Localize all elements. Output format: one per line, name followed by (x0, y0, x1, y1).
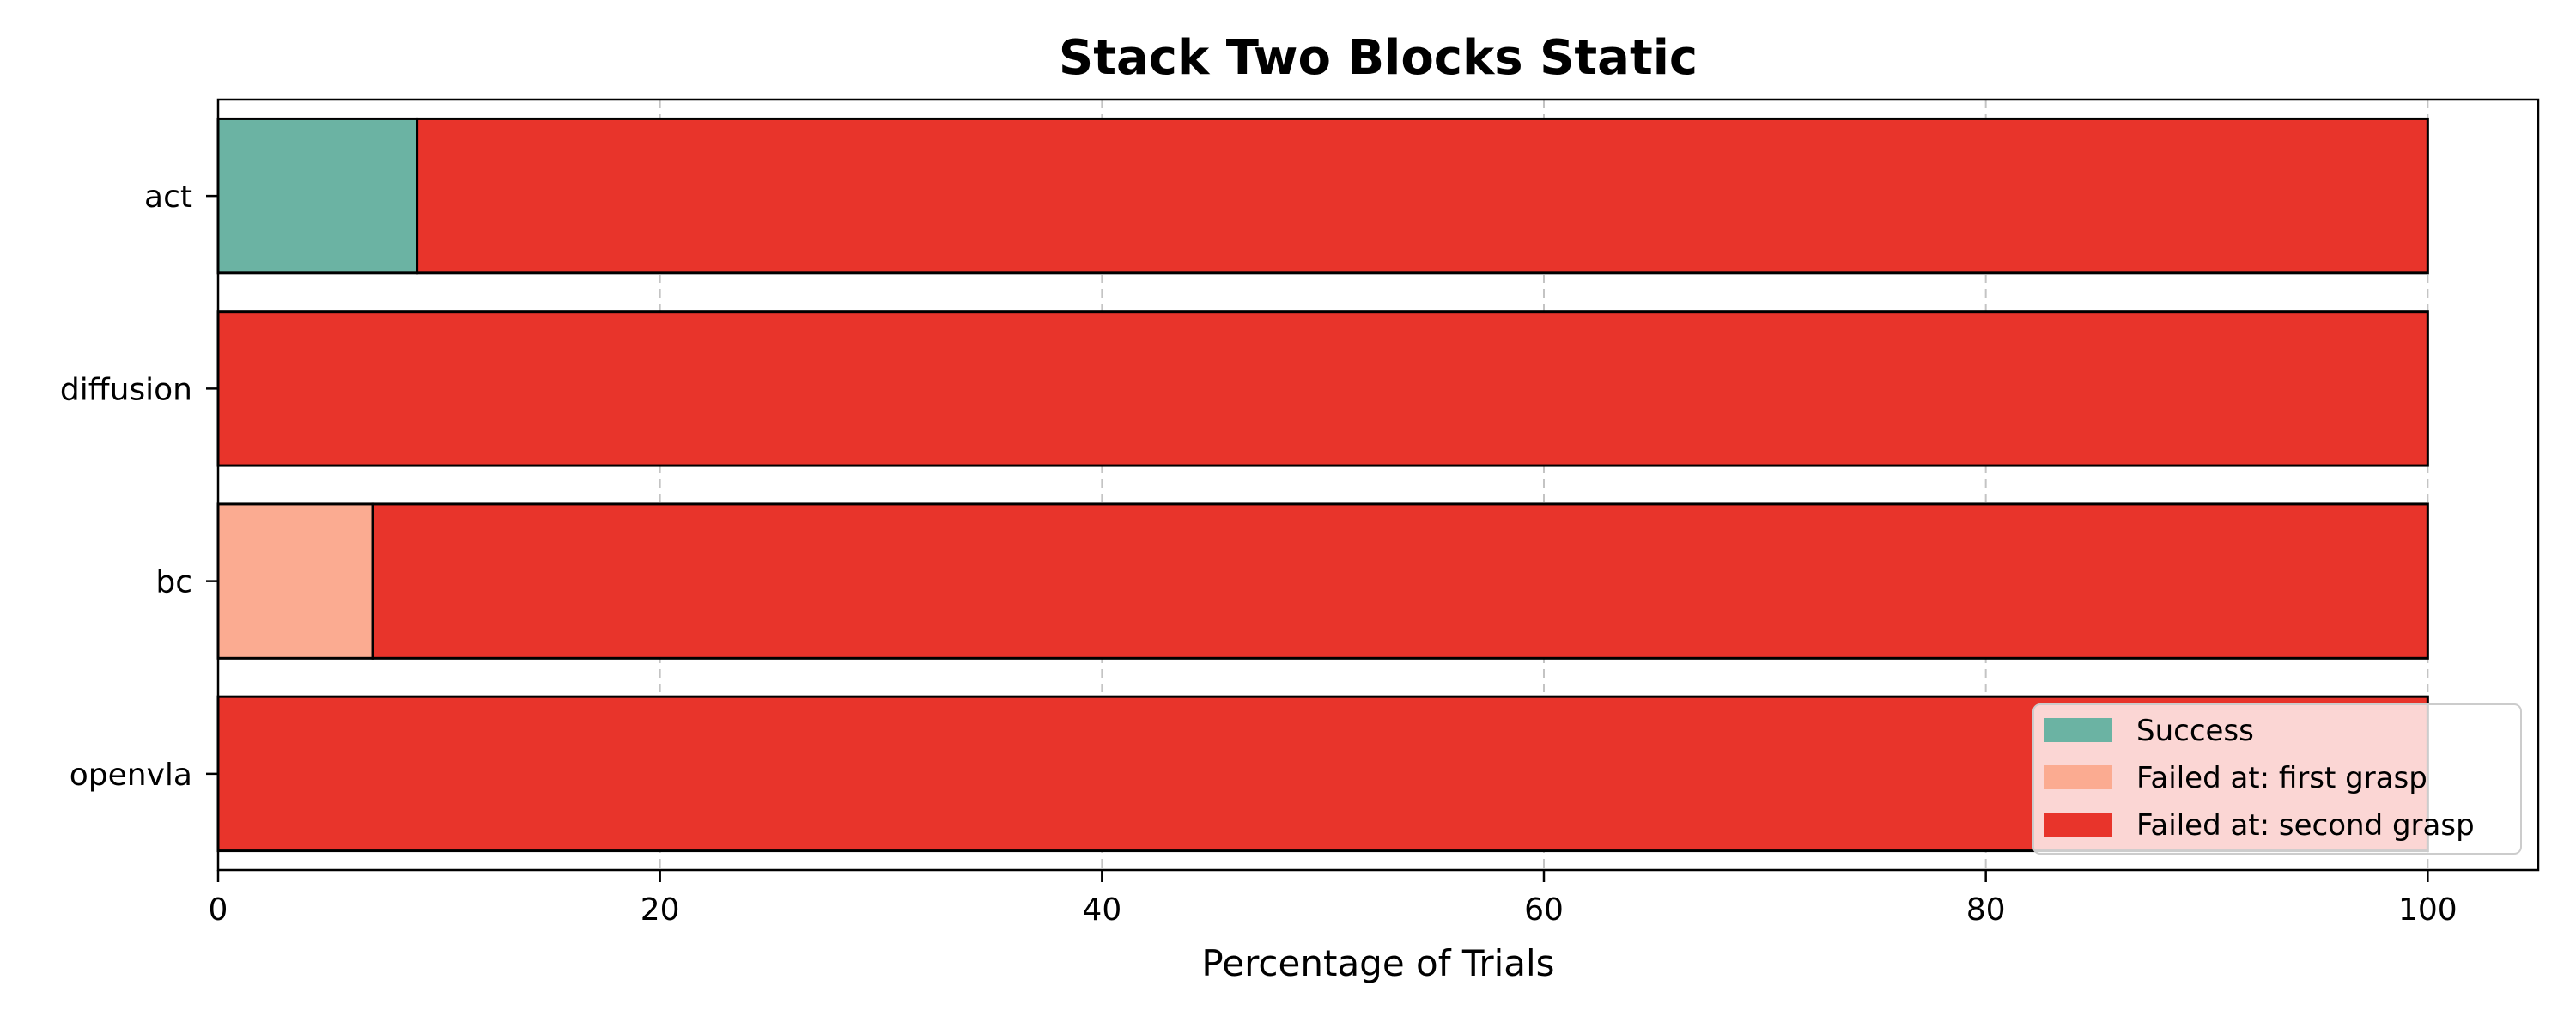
y-tick-label-act: act (144, 180, 192, 215)
x-axis-label: Percentage of Trials (1201, 942, 1554, 984)
y-tick-label-diffusion: diffusion (60, 372, 192, 407)
y-tick-label-bc: bc (155, 565, 192, 600)
legend: Success Failed at: first grasp Failed at: … (2032, 703, 2522, 855)
legend-label: Failed at: first grasp (2136, 761, 2427, 795)
gridlines (659, 100, 2429, 870)
bar-bc-failed-at-first-grasp (216, 502, 374, 660)
bar-act-success (216, 117, 419, 275)
x-axis-ticks: 0 20 40 60 80 100 (209, 870, 2458, 928)
legend-swatch (2044, 718, 2112, 742)
x-tick-label: 60 (1524, 892, 1564, 928)
y-axis-ticks: act diffusion bc openvla (60, 180, 218, 793)
x-tick-label: 0 (209, 892, 228, 928)
legend-label: Success (2136, 714, 2254, 748)
x-tick-label: 80 (1966, 892, 2006, 928)
bar-bc-failed-at-second-grasp (371, 502, 2429, 660)
legend-box (2032, 703, 2522, 855)
legend-swatch (2044, 765, 2112, 789)
chart-title: Stack Two Blocks Static (1059, 30, 1698, 86)
y-tick-label-openvla: openvla (70, 758, 192, 793)
legend-label: Failed at: second grasp (2136, 808, 2475, 843)
bar-act-failed-at-second-grasp (416, 117, 2429, 275)
bar-diffusion-failed-at-second-grasp (216, 310, 2429, 467)
x-tick-label: 40 (1082, 892, 1121, 928)
x-tick-label: 100 (2398, 892, 2458, 928)
plot-frame (216, 98, 2540, 872)
legend-swatch (2044, 813, 2112, 837)
x-tick-label: 20 (641, 892, 680, 928)
